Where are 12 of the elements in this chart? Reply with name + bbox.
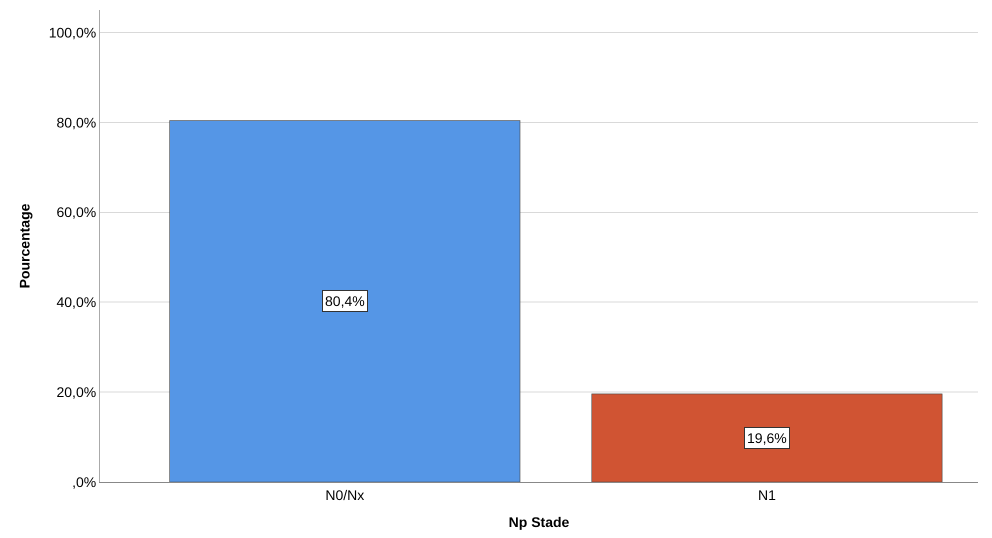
y-tick-label: 100,0% [48,24,96,40]
y-tick-label: 80,0% [56,114,96,130]
x-axis-title: Np Stade [508,514,570,530]
x-tick-label: N0/Nx [325,486,364,503]
y-tick-label: 40,0% [56,294,96,310]
y-tick-label: 60,0% [56,204,96,220]
y-tick-label: ,0% [72,474,96,490]
x-tick-label: N1 [758,486,776,503]
y-tick-label: 20,0% [56,384,96,400]
data-label: 80,4% [325,293,365,309]
data-label: 19,6% [747,430,787,446]
y-axis-title: Pourcentage [16,203,32,288]
